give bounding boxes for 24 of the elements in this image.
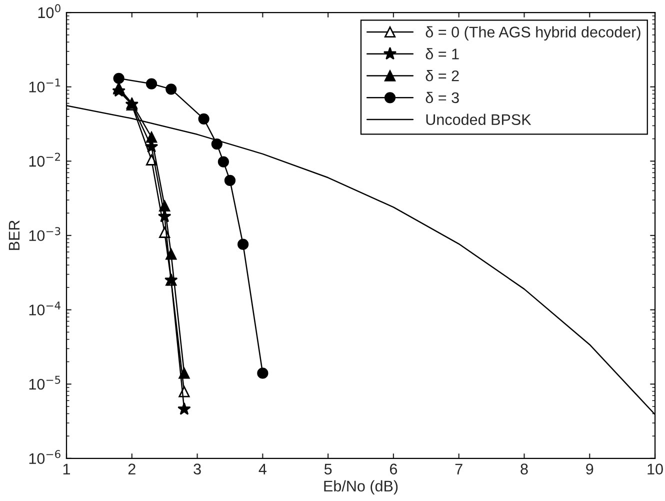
y-tick-label: 10$^{−5}$ (29, 376, 60, 390)
legend-label: δ = 1 (426, 48, 459, 60)
x-tick-label: 3 (194, 464, 201, 474)
y-tick-label: 10$^{−2}$ (29, 152, 60, 167)
y-tick-label: 10$^{−1}$ (29, 78, 60, 92)
x-tick-label: 6 (390, 464, 398, 474)
y-axis-title: BER (8, 220, 20, 250)
y-tick-label: 10$^{−6}$ (29, 450, 60, 464)
x-tick-label: 4 (258, 464, 266, 474)
legend-label: Uncoded BPSK (426, 114, 532, 126)
x-tick-label: 9 (586, 464, 594, 474)
x-tick-label: 8 (520, 464, 528, 474)
x-tick-label: 7 (455, 464, 462, 474)
x-tick-label: 2 (128, 464, 136, 474)
y-tick-label: 10$^{−3}$ (29, 227, 60, 242)
legend-label: δ = 3 (426, 92, 459, 104)
x-axis-title: Eb/No (dB) (324, 480, 398, 495)
x-tick-label: 5 (324, 464, 332, 474)
x-tick-label: 1 (63, 464, 70, 474)
legend-label: δ = 0 (The AGS hybrid decoder) (426, 26, 640, 41)
y-tick-label: 10$^{−4}$ (29, 302, 60, 316)
y-tick-label: 10$^{0}$ (38, 4, 60, 18)
legend-label: δ = 2 (426, 70, 459, 82)
x-tick-label: 10 (648, 464, 663, 474)
